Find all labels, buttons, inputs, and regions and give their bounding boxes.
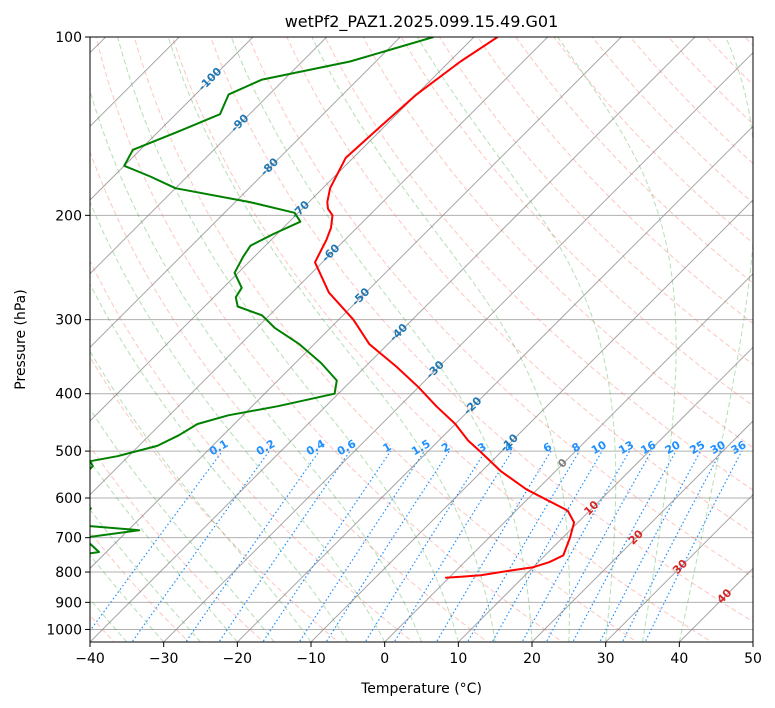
y-tick-label: 600 — [55, 491, 82, 507]
x-tick-label: −20 — [223, 651, 253, 667]
dry-adiabat — [95, 37, 564, 642]
isotherm — [383, 272, 753, 642]
moist-adiabat — [167, 37, 496, 642]
y-tick-label: 400 — [55, 387, 82, 403]
isotherm — [90, 37, 623, 570]
moist-adiabats — [90, 37, 753, 642]
isotherm — [90, 37, 402, 349]
mixing-ratio-lines — [90, 450, 743, 642]
dry-adiabat — [90, 445, 265, 642]
plot-frame — [89, 36, 754, 643]
x-tick-label: −30 — [149, 651, 179, 667]
dry-adiabat — [133, 37, 638, 642]
isotherm — [90, 37, 328, 275]
mixing-ratio-line — [131, 450, 270, 642]
isotherm — [90, 37, 254, 201]
y-tick-label: 800 — [55, 565, 82, 581]
moist-adiabat — [678, 37, 753, 642]
isotherm — [90, 37, 181, 128]
isotherm — [90, 37, 696, 642]
mixing-ratio-line — [325, 450, 450, 642]
dry-adiabat — [210, 37, 753, 623]
x-tick-label: 0 — [380, 651, 389, 667]
isotherm — [531, 420, 753, 642]
y-tick-label: 300 — [55, 313, 82, 329]
y-tick-label: 200 — [55, 208, 82, 224]
isotherm — [90, 37, 549, 496]
x-tick-label: −10 — [296, 651, 326, 667]
dry-adiabats — [90, 37, 753, 642]
mixing-ratio-line — [262, 450, 392, 642]
dry-adiabat — [90, 259, 414, 642]
temperature-line — [314, 37, 576, 579]
x-tick-label: 20 — [523, 651, 541, 667]
dry-adiabat — [438, 37, 753, 366]
mixing-ratio-line — [185, 450, 320, 642]
x-tick-label: −40 — [75, 651, 105, 667]
grid-layer — [90, 37, 753, 630]
dry-adiabat — [90, 356, 339, 642]
dry-adiabat — [324, 37, 753, 491]
dry-adiabat — [362, 37, 753, 449]
y-tick-label: 700 — [55, 531, 82, 547]
moist-adiabat — [90, 408, 275, 642]
dry-adiabat — [90, 150, 489, 642]
x-tick-label: 50 — [744, 651, 762, 667]
x-axis-label: Temperature (°C) — [360, 681, 482, 697]
isotherms — [90, 37, 753, 642]
dry-adiabat — [477, 37, 753, 325]
mixing-ratio-line — [572, 450, 677, 642]
isotherm — [457, 346, 753, 642]
moist-adiabat — [90, 283, 349, 642]
y-axis-ticks: 100 200 300 400 500 600 700 800 900 1000 — [46, 30, 90, 638]
isotherm — [604, 493, 753, 642]
isotherm — [90, 37, 475, 422]
y-axis-label: Pressure (hPa) — [13, 289, 29, 389]
mixing-ratio-line — [218, 450, 351, 642]
moist-adiabat — [117, 37, 459, 642]
y-tick-label: 1000 — [46, 622, 82, 638]
y-tick-label: 500 — [55, 444, 82, 460]
isotherm — [162, 51, 753, 642]
mixing-ratio-line — [298, 450, 425, 642]
chart-title: wetPf2_PAZ1.2025.099.15.49.G01 — [285, 12, 559, 32]
mixing-ratio-line — [599, 450, 702, 642]
x-tick-label: 40 — [670, 651, 688, 667]
dry-adiabat — [90, 531, 190, 642]
dewpoint-line — [90, 37, 434, 555]
mixing-ratio-line — [621, 450, 722, 642]
y-tick-label: 900 — [55, 595, 82, 611]
x-axis-ticks: −40 −30 −20 −10 0 10 20 30 40 50 — [75, 642, 762, 667]
mixing-ratio-line — [393, 450, 513, 642]
sounding-profiles — [90, 37, 576, 579]
isotherm — [310, 199, 753, 642]
moist-adiabat — [311, 37, 570, 642]
x-tick-label: 10 — [449, 651, 467, 667]
plot-background — [90, 37, 753, 642]
y-tick-label: 100 — [55, 30, 82, 46]
moist-adiabat — [230, 37, 533, 642]
dry-adiabat — [286, 37, 753, 534]
moist-adiabat — [90, 460, 238, 642]
moist-adiabat — [416, 37, 617, 642]
isotherm — [236, 125, 753, 642]
x-tick-label: 30 — [597, 651, 615, 667]
mixing-ratio-line — [466, 450, 580, 642]
moist-adiabat — [90, 200, 386, 642]
mixing-ratio-line — [90, 450, 223, 632]
